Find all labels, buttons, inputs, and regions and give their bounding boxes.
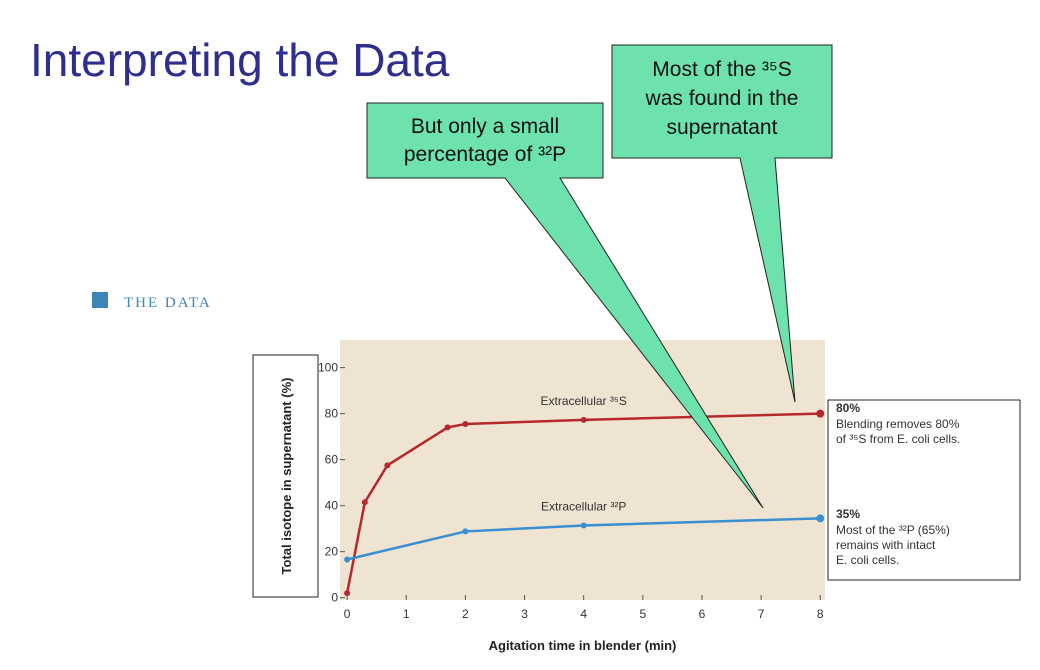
callout-text: percentage of ³²P	[404, 143, 566, 166]
y-tick-label: 40	[325, 499, 339, 513]
data-point	[580, 416, 587, 423]
annotation-text: E. coli cells.	[836, 553, 899, 567]
callout-text: supernatant	[667, 116, 778, 139]
x-tick-label: 3	[521, 607, 528, 621]
annotation-text: of ³⁵S from E. coli cells.	[836, 432, 960, 446]
x-tick-label: 7	[758, 607, 765, 621]
slide-title: Interpreting the Data	[30, 34, 450, 86]
x-tick-label: 1	[403, 607, 410, 621]
data-point	[462, 420, 469, 427]
x-tick-label: 4	[580, 607, 587, 621]
x-tick-label: 6	[699, 607, 706, 621]
data-point	[361, 499, 368, 506]
data-point	[816, 409, 825, 418]
annotation-headline: 35%	[836, 507, 860, 521]
x-tick-label: 5	[639, 607, 646, 621]
chart: Total isotope in supernatant (%) Agitatio…	[252, 340, 1021, 653]
annotation-text: remains with intact	[836, 538, 936, 552]
callout-text: Most of the ³⁵S	[652, 58, 791, 81]
callout-text: But only a small	[411, 115, 559, 138]
x-tick-label: 2	[462, 607, 469, 621]
x-tick-label: 8	[817, 607, 824, 621]
annotation-text: Most of the ³²P (65%)	[836, 523, 950, 537]
annotation-headline: 80%	[836, 401, 860, 415]
section-title: THE DATA	[124, 295, 212, 311]
y-axis-label: Total isotope in supernatant (%)	[279, 378, 294, 575]
data-point	[462, 528, 469, 535]
series-line	[346, 517, 821, 561]
y-tick-label: 60	[325, 453, 339, 467]
plot-background	[340, 340, 825, 600]
callout-text: was found in the	[645, 87, 799, 110]
callout-shape	[366, 102, 764, 509]
y-tick-label: 100	[318, 361, 338, 375]
y-tick-label: 80	[325, 407, 339, 421]
y-tick-label: 0	[331, 591, 338, 605]
data-point	[816, 514, 825, 523]
data-point	[444, 424, 451, 431]
x-tick-label: 0	[344, 607, 351, 621]
x-axis-label: Agitation time in blender (min)	[489, 638, 677, 653]
y-tick-label: 20	[325, 545, 339, 559]
series-label: Extracellular ³²P	[541, 499, 626, 513]
annotation-box	[827, 399, 1021, 581]
series-label: Extracellular ³⁵S	[541, 394, 627, 408]
annotation-text: Blending removes 80%	[836, 417, 960, 431]
section-icon	[92, 292, 108, 308]
data-point	[344, 556, 351, 563]
data-point	[384, 462, 391, 469]
callout-shape	[611, 44, 833, 403]
y-label-box	[252, 354, 319, 598]
data-point	[344, 590, 351, 597]
data-point	[580, 522, 587, 529]
